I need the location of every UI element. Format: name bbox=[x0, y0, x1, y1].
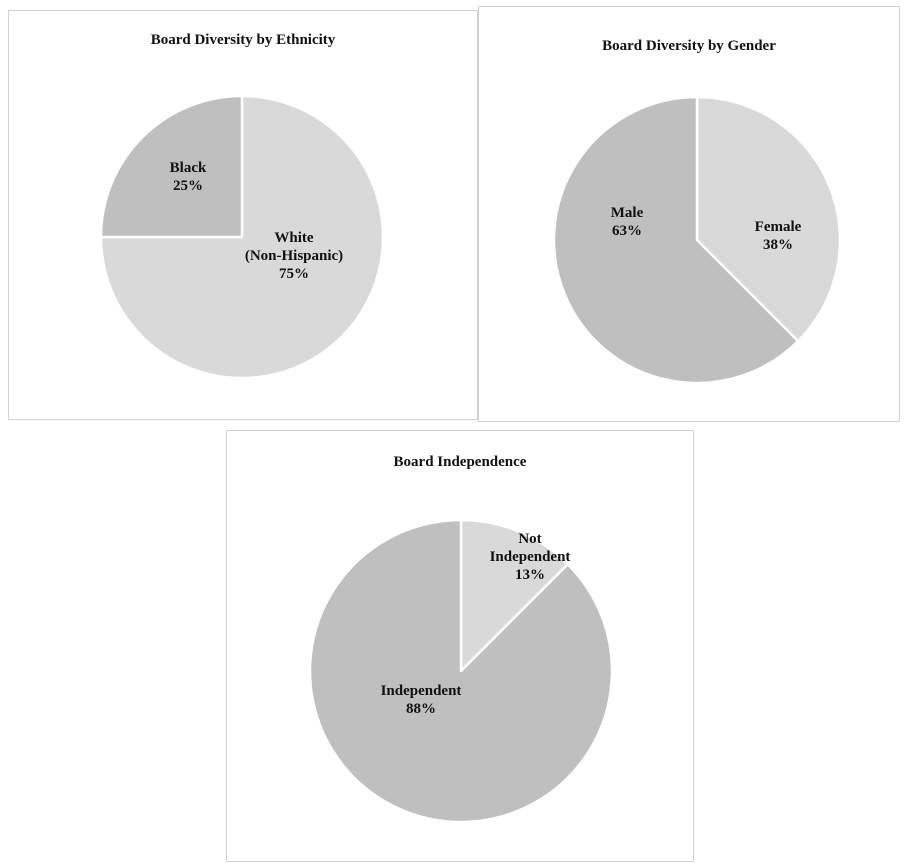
slice-percent: 88% bbox=[406, 701, 436, 717]
slice-name: (Non-Hispanic) bbox=[245, 248, 343, 264]
slice-name: White bbox=[274, 230, 314, 246]
pie-slice bbox=[99, 94, 385, 380]
slice-name: Female bbox=[755, 219, 802, 235]
slice-label: White (Non-Hispanic) 75% bbox=[245, 230, 343, 282]
slice-label: Independent 88% bbox=[381, 683, 462, 717]
chart-title: Board Independence bbox=[393, 454, 527, 470]
pie-slice bbox=[695, 95, 842, 343]
ethnicity-pie: White (Non-Hispanic) 75% Black 25% bbox=[99, 94, 385, 380]
ethnicity-chart-panel: Board Diversity by Ethnicity White (Non-H… bbox=[8, 10, 478, 420]
slice-label: Male 63% bbox=[611, 205, 644, 239]
slice-name: Independent bbox=[490, 549, 571, 565]
slice-percent: 25% bbox=[173, 178, 203, 194]
slice-name: Not bbox=[518, 531, 541, 547]
slice-percent: 63% bbox=[612, 223, 642, 239]
slice-label: Not Independent 13% bbox=[490, 531, 571, 583]
slice-name: Independent bbox=[381, 683, 462, 699]
slice-name: Black bbox=[170, 160, 207, 176]
independence-pie: Not Independent 13% Independent 88% bbox=[308, 518, 614, 824]
chart-title: Board Diversity by Ethnicity bbox=[150, 32, 336, 48]
gender-chart-panel: Board Diversity by Gender Female 38% Male 6… bbox=[478, 6, 900, 422]
gender-pie: Female 38% Male 63% bbox=[552, 95, 842, 385]
independence-chart-panel: Board Independence Not Independent 13% Inde… bbox=[226, 430, 694, 862]
slice-percent: 38% bbox=[763, 237, 793, 253]
pie-slice bbox=[308, 518, 614, 824]
slice-percent: 13% bbox=[515, 567, 545, 583]
pie-slice bbox=[552, 95, 800, 385]
slice-name: Male bbox=[611, 205, 644, 221]
chart-title: Board Diversity by Gender bbox=[602, 38, 776, 54]
slice-label: Female 38% bbox=[755, 219, 802, 253]
pie-slice bbox=[459, 518, 570, 673]
slice-label: Black 25% bbox=[170, 160, 207, 194]
slice-percent: 75% bbox=[279, 266, 309, 282]
pie-slice bbox=[99, 94, 244, 239]
